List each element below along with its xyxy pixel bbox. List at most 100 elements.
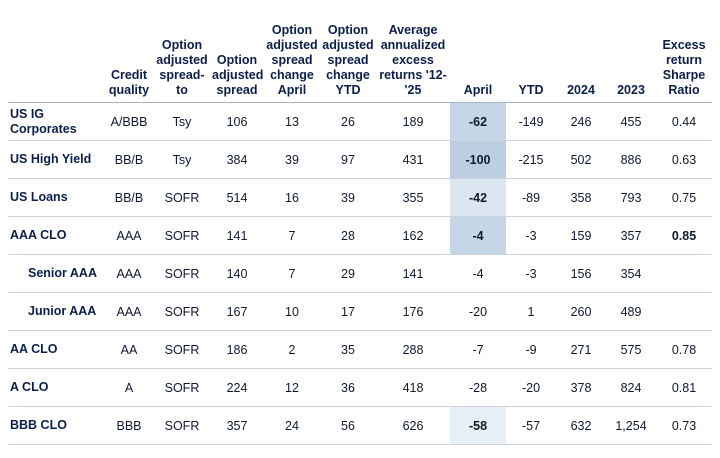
cell-spread-change-april: 12 [264,368,320,407]
cell-april: -42 [450,178,506,217]
cell-spread: 167 [210,292,264,331]
cell-credit-quality: AAA [104,216,154,255]
cell-spread-change-april: 16 [264,178,320,217]
cell-2023: 489 [606,292,656,331]
cell-avg-excess-returns: 176 [376,292,450,331]
cell-credit-quality: A/BBB [104,102,154,141]
cell-spread-change-april: 2 [264,330,320,369]
cell-spread-change-ytd: 97 [320,140,376,179]
header-row: Credit quality Option adjusted spread-to… [8,6,712,103]
header-cell-april: April [450,6,506,103]
cell-spread-change-april: 7 [264,254,320,293]
row-label: BBB CLO [8,406,104,445]
cell-spread-to: SOFR [154,406,210,445]
row-label: AA CLO [8,330,104,369]
cell-spread-change-ytd: 35 [320,330,376,369]
cell-2024: 156 [556,254,606,293]
row-label: US High Yield [8,140,104,179]
header-cell-spread: Option adjusted spread [210,6,264,103]
header-cell-spread-change-ytd: Option adjusted spread change YTD [320,6,376,103]
cell-ytd: -3 [506,216,556,255]
table-row: US Loans BB/B SOFR 514 16 39 355 -42 -89 358 793 0.… [8,178,712,217]
table-body: US IG Corporates A/BBB Tsy 106 13 26 189 -62 -14… [8,102,712,445]
cell-ytd: -215 [506,140,556,179]
cell-avg-excess-returns: 141 [376,254,450,293]
cell-spread-change-ytd: 56 [320,406,376,445]
cell-april: -4 [450,216,506,255]
cell-april: -58 [450,406,506,445]
cell-credit-quality: BBB [104,406,154,445]
header-cell-spread-to: Option adjusted spread-to [154,6,210,103]
cell-avg-excess-returns: 431 [376,140,450,179]
header-cell-sharpe-ratio: Excess return Sharpe Ratio [656,6,712,103]
cell-spread-change-april: 24 [264,406,320,445]
header-cell-spread-change-april: Option adjusted spread change April [264,6,320,103]
cell-spread-change-april: 39 [264,140,320,179]
cell-sharpe-ratio: 0.81 [656,368,712,407]
row-label: US Loans [8,178,104,217]
cell-spread-change-april: 7 [264,216,320,255]
header-cell-credit-quality: Credit quality [104,6,154,103]
cell-2024: 246 [556,102,606,141]
cell-avg-excess-returns: 626 [376,406,450,445]
cell-2023: 455 [606,102,656,141]
cell-spread-change-ytd: 36 [320,368,376,407]
cell-spread-change-ytd: 39 [320,178,376,217]
cell-sharpe-ratio: 0.75 [656,178,712,217]
cell-spread-change-ytd: 29 [320,254,376,293]
table-row: AA CLO AA SOFR 186 2 35 288 -7 -9 271 575 0.78 [8,330,712,369]
cell-2023: 793 [606,178,656,217]
cell-ytd: -9 [506,330,556,369]
cell-2023: 886 [606,140,656,179]
cell-spread-to: SOFR [154,368,210,407]
row-label: AAA CLO [8,216,104,255]
table-row: AAA CLO AAA SOFR 141 7 28 162 -4 -3 159 357 0.85 [8,216,712,255]
cell-credit-quality: BB/B [104,178,154,217]
cell-2024: 260 [556,292,606,331]
cell-spread: 140 [210,254,264,293]
cell-april: -100 [450,140,506,179]
cell-april: -20 [450,292,506,331]
table-row: Senior AAA AAA SOFR 140 7 29 141 -4 -3 156 354 [8,254,712,293]
cell-credit-quality: AA [104,330,154,369]
cell-ytd: 1 [506,292,556,331]
cell-april: -4 [450,254,506,293]
row-label: Senior AAA [8,254,104,293]
table-row: US High Yield BB/B Tsy 384 39 97 431 -100 -215 50… [8,140,712,179]
cell-spread: 384 [210,140,264,179]
table-row: A CLO A SOFR 224 12 36 418 -28 -20 378 824 0.81 [8,368,712,407]
cell-2024: 502 [556,140,606,179]
cell-avg-excess-returns: 418 [376,368,450,407]
cell-avg-excess-returns: 189 [376,102,450,141]
cell-spread-to: SOFR [154,216,210,255]
cell-ytd: -149 [506,102,556,141]
cell-sharpe-ratio [656,254,712,293]
cell-spread-change-ytd: 28 [320,216,376,255]
table-row: Junior AAA AAA SOFR 167 10 17 176 -20 1 260 489 [8,292,712,331]
cell-spread: 106 [210,102,264,141]
header-cell-2023: 2023 [606,6,656,103]
cell-avg-excess-returns: 162 [376,216,450,255]
cell-credit-quality: AAA [104,254,154,293]
table-row: US IG Corporates A/BBB Tsy 106 13 26 189 -62 -14… [8,102,712,141]
cell-avg-excess-returns: 355 [376,178,450,217]
cell-2023: 1,254 [606,406,656,445]
cell-spread-to: SOFR [154,292,210,331]
cell-april: -7 [450,330,506,369]
cell-spread-to: Tsy [154,140,210,179]
performance-table: Credit quality Option adjusted spread-to… [8,6,712,445]
cell-ytd: -57 [506,406,556,445]
cell-2023: 824 [606,368,656,407]
cell-sharpe-ratio: 0.85 [656,216,712,255]
cell-2024: 159 [556,216,606,255]
cell-spread: 186 [210,330,264,369]
cell-2024: 632 [556,406,606,445]
header-cell-ytd: YTD [506,6,556,103]
row-label: US IG Corporates [8,102,104,141]
cell-spread: 514 [210,178,264,217]
cell-sharpe-ratio: 0.73 [656,406,712,445]
cell-2023: 357 [606,216,656,255]
cell-ytd: -89 [506,178,556,217]
cell-ytd: -3 [506,254,556,293]
